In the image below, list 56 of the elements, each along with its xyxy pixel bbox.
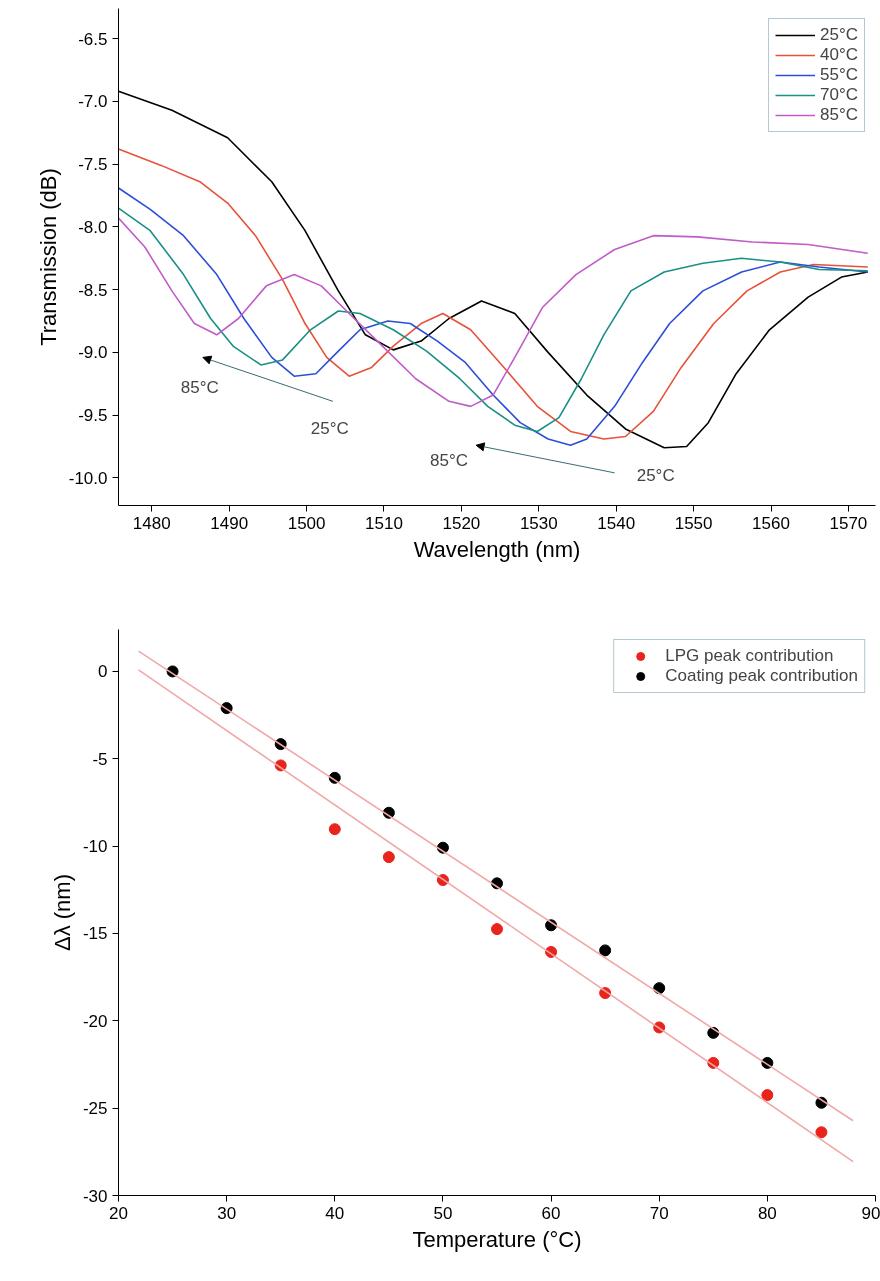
x-tick-label: 20: [109, 1203, 128, 1223]
x-tick-label: 70: [649, 1203, 669, 1223]
y-tick-label: -20: [82, 1011, 108, 1031]
x-tick-label: 1510: [365, 513, 403, 533]
point: [599, 944, 612, 957]
x-tick-label: 1530: [519, 513, 558, 533]
line-series: [118, 217, 869, 408]
y-tick-label: -15: [82, 924, 108, 944]
point: [761, 1089, 774, 1102]
annotation: 85°C: [180, 378, 219, 398]
point: [815, 1126, 828, 1139]
y-tick-label: -6.5: [78, 29, 108, 49]
legend-label: 40°C: [820, 45, 858, 65]
x-tick-label: 1560: [752, 513, 790, 533]
x-axis-title: Temperature (°C): [412, 1226, 582, 1252]
y-tick-label: -9.0: [78, 343, 108, 363]
y-tick-label: -8.0: [78, 217, 108, 237]
x-tick-label: 1500: [287, 513, 326, 533]
x-axis-title: Wavelength (nm): [413, 536, 581, 562]
legend-label: 25°C: [820, 25, 858, 45]
y-axis-title: Δλ (nm): [49, 873, 75, 952]
x-tick-label: 1520: [442, 513, 481, 533]
x-tick-label: 1540: [597, 513, 636, 533]
y-tick-label: -5: [92, 749, 108, 769]
point: [491, 923, 503, 936]
x-tick-label: 90: [861, 1203, 880, 1223]
y-tick-label: 0: [98, 662, 108, 682]
x-tick-label: 1570: [829, 513, 868, 533]
annotation: 25°C: [310, 419, 349, 439]
x-tick-label: 80: [757, 1203, 777, 1223]
annotation: 25°C: [636, 465, 675, 485]
y-tick-label: -9.5: [78, 406, 108, 426]
legend-label: 85°C: [820, 105, 858, 125]
x-tick-label: 1550: [674, 513, 713, 533]
y-tick-label: -7.5: [78, 155, 108, 175]
annotation: 85°C: [430, 450, 468, 470]
point: [328, 823, 341, 836]
y-tick-label: -10: [82, 837, 108, 857]
legend-label: 55°C: [820, 65, 858, 85]
legend-label: LPG peak contribution: [665, 646, 834, 666]
y-tick-label: -8.5: [78, 280, 108, 300]
y-axis-title: Transmission (dB): [35, 168, 61, 346]
legend-label: 70°C: [820, 85, 858, 105]
y-tick-label: -30: [82, 1186, 108, 1206]
x-tick-label: 50: [433, 1203, 453, 1223]
x-tick-label: 1480: [132, 513, 171, 533]
x-tick-label: 40: [325, 1203, 345, 1223]
legend-label: Coating peak contribution: [665, 666, 858, 686]
y-tick-label: -25: [82, 1099, 108, 1119]
x-tick-label: 30: [217, 1203, 237, 1223]
line-series: [118, 148, 869, 440]
y-tick-label: -7.0: [78, 92, 108, 112]
y-tick-label: -10.0: [68, 468, 108, 488]
x-tick-label: 1490: [210, 513, 249, 533]
x-tick-label: 60: [541, 1203, 561, 1223]
point: [382, 851, 395, 864]
